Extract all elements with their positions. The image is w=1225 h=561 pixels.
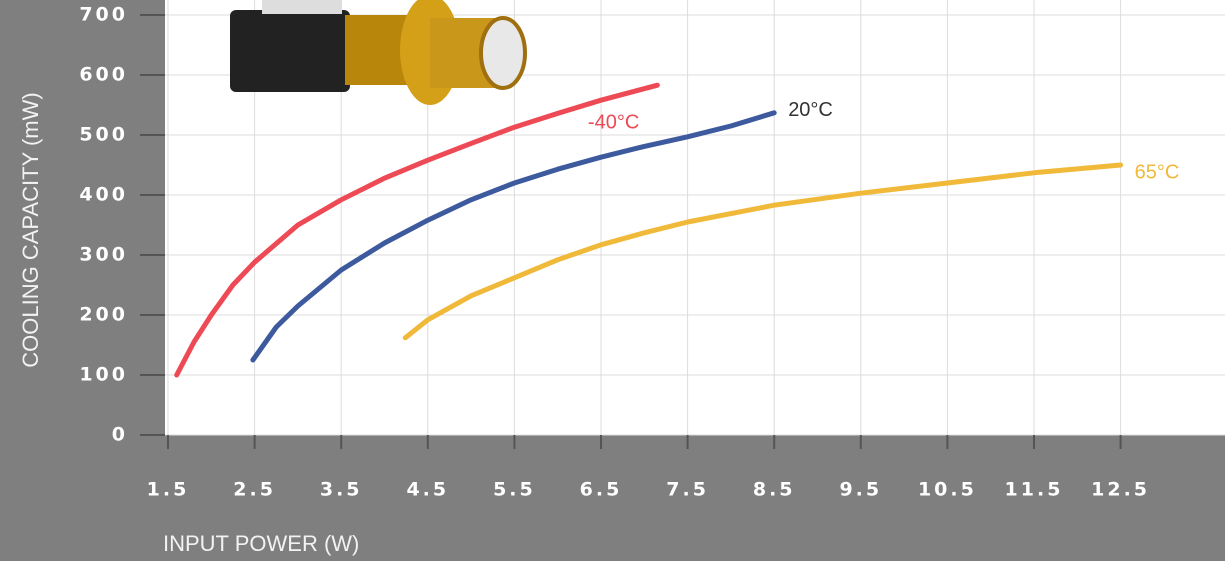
series-line (402, 162, 1124, 341)
x-tick-label: 12.5 (1091, 479, 1150, 501)
device-window (479, 16, 527, 90)
y-tick-label: 600 (79, 64, 128, 86)
y-tick-label: 400 (79, 184, 128, 206)
x-tick-label: 9.5 (839, 479, 882, 501)
x-tick-label: 1.5 (147, 479, 190, 501)
x-tick-label: 3.5 (320, 479, 363, 501)
y-tick-label: 500 (79, 124, 128, 146)
x-tick-label: 4.5 (406, 479, 449, 501)
y-tick-label: 0 (112, 424, 128, 446)
y-tick-label: 300 (79, 244, 128, 266)
marks (174, 82, 1124, 378)
series-line (250, 110, 777, 363)
x-axis-title: INPUT POWER (W) (163, 531, 359, 556)
x-tick-label: 5.5 (493, 479, 536, 501)
series-label: -40°C (588, 111, 639, 133)
series-label: 20°C (788, 99, 833, 121)
series-label: 65°C (1135, 161, 1180, 183)
x-tick-label: 6.5 (580, 479, 623, 501)
device-label (262, 0, 342, 14)
x-tick-label: 8.5 (753, 479, 796, 501)
product-image (230, 0, 527, 105)
y-tick-label: 200 (79, 304, 128, 326)
x-tick-label: 7.5 (666, 479, 709, 501)
y-axis-title: COOLING CAPACITY (mW) (18, 92, 43, 367)
y-tick-label: 700 (79, 4, 128, 26)
x-tick-label: 2.5 (233, 479, 276, 501)
series-line (174, 82, 660, 378)
x-tick-label: 10.5 (918, 479, 977, 501)
y-tick-label: 100 (79, 364, 128, 386)
x-tick-label: 11.5 (1005, 479, 1064, 501)
device-body (230, 10, 350, 92)
